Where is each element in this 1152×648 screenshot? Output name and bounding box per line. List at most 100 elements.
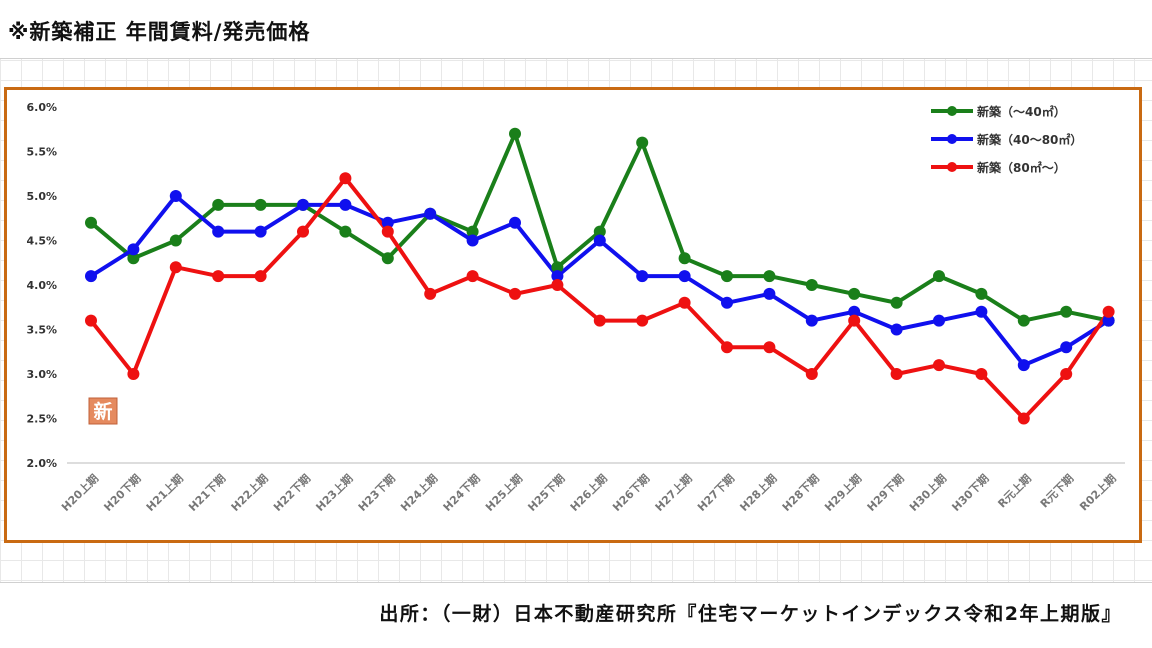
- x-tick-label: H28下期: [779, 471, 822, 514]
- series-1-point: [381, 252, 394, 265]
- series-2-point: [1060, 341, 1073, 354]
- series-3-point: [1060, 368, 1073, 380]
- series-1-point: [805, 279, 818, 291]
- series-3-point: [254, 270, 267, 283]
- series-2-point: [381, 216, 394, 229]
- series-1-point: [212, 198, 225, 211]
- shin-stamp-text: 新: [93, 400, 112, 423]
- y-tick-label: 6.0%: [26, 101, 57, 114]
- series-3-point: [763, 341, 776, 354]
- series-1-point: [848, 287, 861, 300]
- series-line-3: [89, 176, 1111, 421]
- series-2-point: [1102, 314, 1115, 327]
- series-3-point: [127, 368, 140, 380]
- series-3-point: [424, 287, 437, 300]
- x-axis: H20上期 H20下期 H21上期 H21下期 H22上期 H22下期 H23上期 H23下期…: [58, 471, 1118, 514]
- series-3-point: [721, 341, 733, 354]
- page-title: ※新築補正 年間賃料/発売価格: [8, 20, 311, 44]
- series-3-point: [1102, 305, 1115, 318]
- series-1-point: [763, 270, 776, 283]
- series-2-point: [636, 270, 649, 283]
- series-3-point: [593, 314, 606, 327]
- x-tick-label: R02上期: [1076, 471, 1118, 513]
- chart-frame: 2.0% 2.5% 3.0% 3.5% 4.0% 4.5% 5.0% 5.5% 6.0% H20…: [4, 87, 1142, 543]
- series-1-point: [127, 252, 140, 265]
- series-2-point: [127, 243, 140, 256]
- series-2-point: [424, 207, 437, 220]
- y-tick-label: 4.5%: [26, 235, 57, 248]
- series-1-point: [636, 136, 649, 149]
- series-2-point: [297, 198, 309, 211]
- series-layer: [85, 127, 1115, 425]
- series-2-point: [593, 234, 606, 247]
- x-tick-label: H21下期: [186, 471, 229, 514]
- series-1-point: [339, 225, 352, 238]
- x-tick-label: H30上期: [906, 471, 949, 514]
- line-chart: 2.0% 2.5% 3.0% 3.5% 4.0% 4.5% 5.0% 5.5% 6.0% H20…: [26, 101, 1125, 514]
- y-tick-label: 3.5%: [26, 324, 57, 337]
- series-2-point: [339, 198, 352, 211]
- series-3-point: [85, 314, 97, 327]
- shin-stamp: 新: [88, 397, 118, 425]
- series-3-point: [509, 287, 521, 300]
- y-tick-label: 5.5%: [26, 146, 57, 159]
- series-3-point: [975, 368, 988, 380]
- series-2-point: [85, 270, 97, 283]
- series-1-point: [933, 270, 945, 283]
- y-tick-label: 2.0%: [26, 457, 57, 470]
- series-1-point: [509, 127, 521, 140]
- x-tick-label: R元下期: [1037, 471, 1076, 510]
- x-tick-label: H22上期: [228, 471, 271, 514]
- x-tick-label: H22下期: [270, 471, 313, 514]
- source-citation: 出所：（一財）日本不動産研究所『住宅マーケットインデックス令和2年上期版』: [379, 603, 1122, 625]
- series-3-point: [297, 225, 309, 238]
- series-1-point: [1060, 305, 1073, 318]
- y-axis: 2.0% 2.5% 3.0% 3.5% 4.0% 4.5% 5.0% 5.5% 6.0%: [26, 101, 1125, 470]
- series-2-point: [890, 323, 903, 336]
- series-3-point: [636, 314, 649, 327]
- series-3-point: [212, 270, 225, 283]
- series-2-point: [721, 296, 733, 309]
- legend-label-3: 新築（80㎡～）: [977, 160, 1066, 175]
- y-tick-label: 3.0%: [26, 368, 57, 381]
- legend-marker-2: [947, 134, 957, 144]
- series-2-point: [805, 314, 818, 327]
- legend-marker-1: [947, 106, 957, 116]
- series-3-point: [933, 359, 945, 372]
- series-1-point: [254, 198, 267, 211]
- series-1-point: [85, 216, 97, 229]
- x-tick-label: H24上期: [398, 471, 441, 514]
- x-tick-label: H25下期: [525, 471, 568, 514]
- x-tick-label: H21上期: [143, 471, 186, 514]
- x-tick-label: H23下期: [355, 471, 398, 514]
- series-2-point: [678, 270, 691, 283]
- series-3-point: [339, 172, 352, 185]
- y-tick-label: 5.0%: [26, 190, 57, 203]
- x-tick-label: H30下期: [949, 471, 992, 514]
- series-2-point: [975, 305, 988, 318]
- x-tick-label: H29上期: [822, 471, 865, 514]
- legend-label-1: 新築（～40㎡）: [977, 104, 1066, 119]
- series-1-point: [169, 234, 182, 247]
- legend-marker-3: [947, 162, 957, 172]
- series-3-point: [381, 225, 394, 238]
- series-2-point: [254, 225, 267, 238]
- series-2-point: [466, 234, 479, 247]
- x-tick-label: H27下期: [694, 471, 737, 514]
- x-tick-label: H20上期: [58, 471, 101, 514]
- series-2-point: [212, 225, 225, 238]
- series-line-2: [89, 194, 1110, 368]
- series-2-point: [509, 216, 521, 229]
- series-2-point: [848, 305, 861, 318]
- legend: 新築（～40㎡） 新築（40～80㎡） 新築（80㎡～）: [931, 104, 1082, 175]
- y-tick-label: 4.0%: [26, 279, 57, 292]
- series-1-point: [1017, 314, 1030, 327]
- x-tick-label: H27上期: [652, 471, 695, 514]
- series-3-point: [848, 314, 861, 327]
- series-1-point: [890, 296, 903, 309]
- x-tick-label: H29下期: [864, 471, 907, 514]
- legend-label-2: 新築（40～80㎡）: [977, 132, 1082, 147]
- series-3-point: [551, 279, 564, 291]
- series-2-point: [1017, 359, 1030, 372]
- y-tick-label: 2.5%: [26, 413, 57, 426]
